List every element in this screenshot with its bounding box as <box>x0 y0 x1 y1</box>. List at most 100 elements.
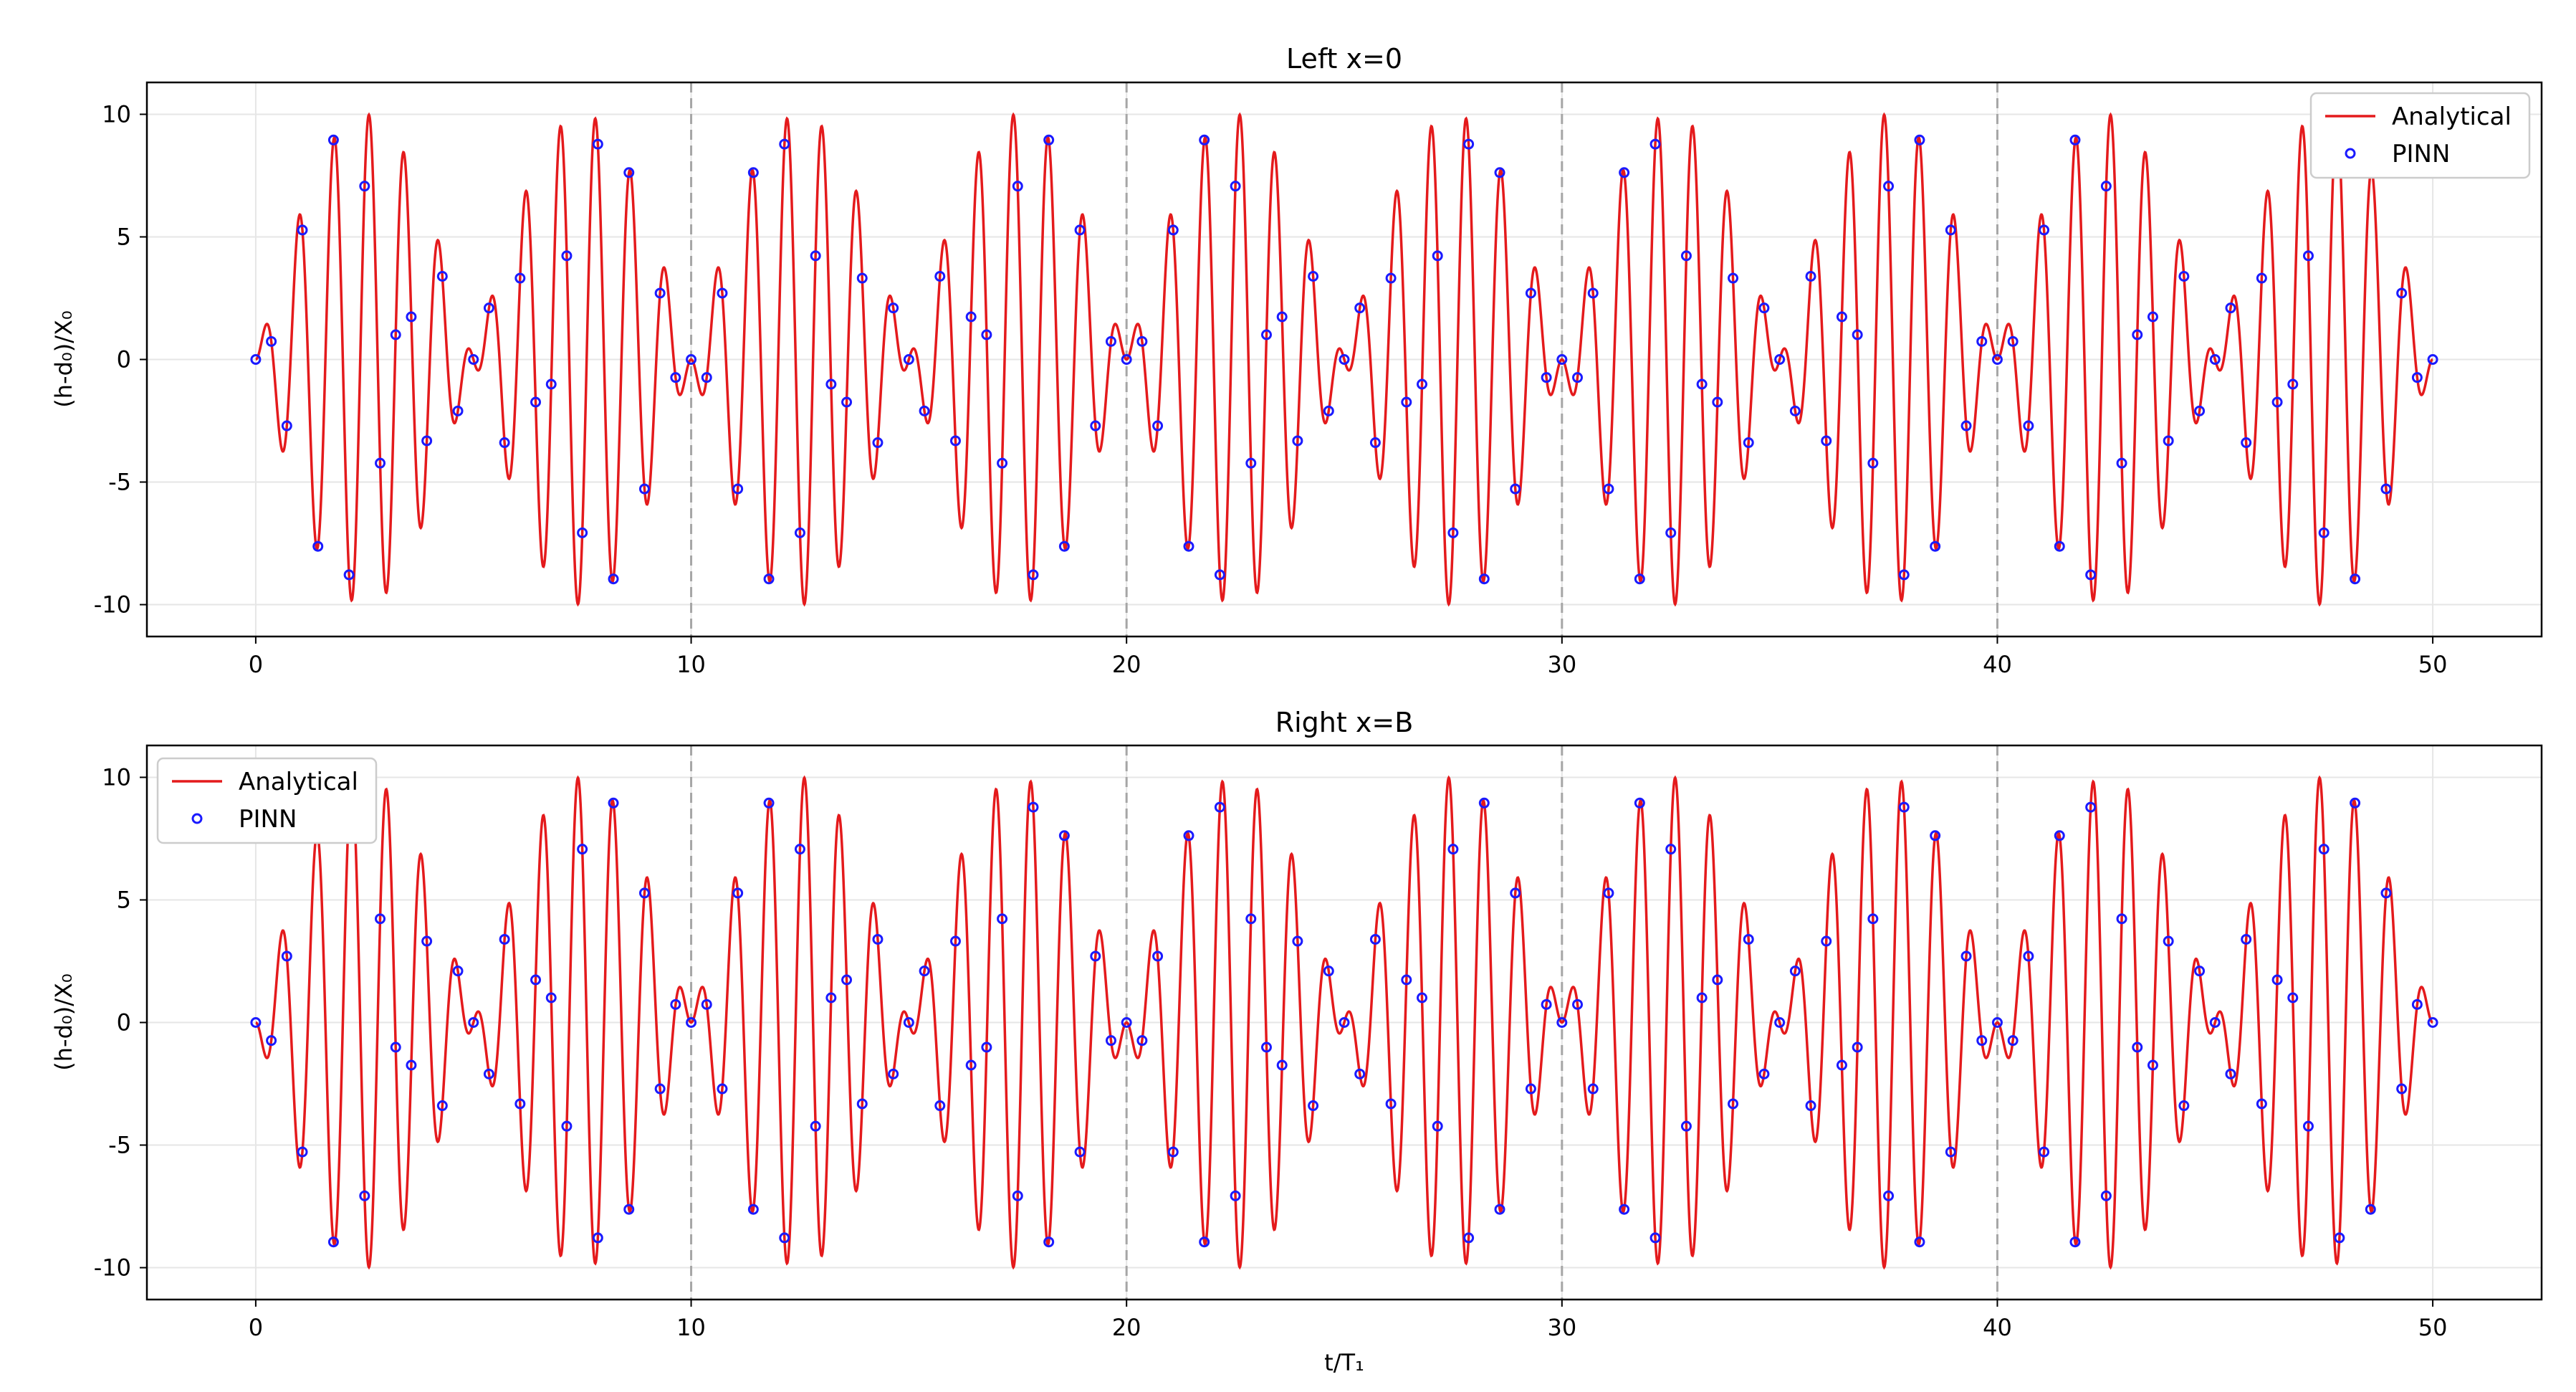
pinn-point <box>375 913 386 925</box>
pinn-point <box>545 992 557 1004</box>
pinn-point <box>1743 437 1754 449</box>
series-analytical-left <box>255 112 2433 607</box>
pinn-point <box>1945 224 1956 236</box>
pinn-point <box>2318 844 2330 855</box>
pinn-point <box>592 1232 603 1244</box>
pinn-point <box>2350 797 2361 809</box>
pinn-point <box>1525 1083 1536 1095</box>
y-tick-label: -5 <box>108 1132 131 1159</box>
pinn-point <box>483 302 494 314</box>
pinn-point <box>949 935 961 947</box>
pinn-point <box>1712 396 1723 408</box>
pinn-point <box>965 1059 977 1071</box>
series-analytical-right <box>255 775 2433 1270</box>
pinn-point <box>934 1100 946 1112</box>
pinn-point <box>1369 933 1381 945</box>
pinn-point <box>1634 573 1645 585</box>
pinn-point <box>2069 134 2081 146</box>
y-tick-label: -10 <box>94 1254 131 1282</box>
pinn-point <box>2194 405 2206 416</box>
pinn-point <box>1743 933 1754 945</box>
pinn-point <box>514 272 526 284</box>
pinn-point <box>406 311 417 323</box>
pinn-point <box>1214 801 1225 813</box>
x-tick-label: 30 <box>1547 1314 1576 1341</box>
pinn-point <box>2100 181 2112 192</box>
pinn-point <box>856 1098 868 1110</box>
pinn-point <box>452 966 464 977</box>
y-tick-label: -10 <box>94 591 131 619</box>
pinn-point <box>1572 998 1584 1010</box>
pinn-point <box>1478 797 1490 809</box>
pinn-point <box>406 1059 417 1071</box>
pinn-point <box>577 844 588 855</box>
pinn-point <box>1758 302 1770 314</box>
pinn-point <box>1090 950 1101 962</box>
pinn-point <box>1696 378 1708 390</box>
pinn-point <box>1852 1041 1863 1053</box>
pinn-point <box>1230 181 1241 192</box>
pinn-point <box>903 354 914 365</box>
pinn-point <box>1649 138 1661 150</box>
pinn-point <box>1634 797 1645 809</box>
pinn-point <box>1805 270 1816 282</box>
pinn-point <box>2178 270 2190 282</box>
pinn-point <box>1230 1190 1241 1201</box>
x-tick-label: 50 <box>2418 1314 2448 1341</box>
x-tick-label: 40 <box>1983 1314 2012 1341</box>
pinn-point <box>1183 830 1194 842</box>
pinn-point <box>2271 974 2283 986</box>
pinn-point <box>934 270 946 282</box>
pinn-point <box>1401 396 1412 408</box>
pinn-point <box>1603 887 1614 899</box>
pinn-point <box>1447 844 1459 855</box>
pinn-point <box>841 974 853 986</box>
pinn-point <box>2023 950 2034 962</box>
pinn-point <box>1728 272 1739 284</box>
pinn-point <box>1510 483 1521 495</box>
pinn-point <box>266 335 277 347</box>
pinn-point <box>359 181 370 192</box>
pinn-point <box>763 797 775 809</box>
pinn-point <box>1121 1017 1132 1028</box>
pinn-point <box>1308 270 1319 282</box>
pinn-point <box>1199 134 1210 146</box>
pinn-point <box>997 913 1008 925</box>
pinn-point <box>2302 250 2314 262</box>
x-tick-label: 10 <box>676 651 706 678</box>
pinn-point <box>1525 287 1536 299</box>
pinn-point <box>654 1083 666 1095</box>
pinn-point <box>1665 844 1677 855</box>
pinn-point <box>1836 311 1847 323</box>
pinn-point <box>1432 250 1443 262</box>
pinn-point <box>1649 1232 1661 1244</box>
pinn-point <box>825 992 837 1004</box>
pinn-point <box>888 302 899 314</box>
legend-pinn-swatch-left <box>2345 148 2356 159</box>
pinn-point <box>623 167 635 178</box>
pinn-point <box>1292 435 1303 447</box>
pinn-point <box>436 1100 448 1112</box>
pinn-point <box>919 966 930 977</box>
pinn-point <box>1323 405 1334 416</box>
pinn-point <box>1960 420 1972 432</box>
pinn-point <box>1603 483 1614 495</box>
x-tick-label: 30 <box>1547 651 1576 678</box>
pinn-point <box>250 1017 262 1028</box>
pinn-point <box>1867 913 1879 925</box>
pinn-point <box>2318 527 2330 538</box>
pinn-point <box>2256 272 2267 284</box>
pinn-point <box>2287 992 2299 1004</box>
pinn-point <box>1976 1035 1988 1047</box>
pinn-point <box>732 887 744 899</box>
pinn-point <box>2116 457 2127 469</box>
pinn-point <box>1976 335 1988 347</box>
pinn-point <box>1680 250 1692 262</box>
pinn-point <box>2396 287 2408 299</box>
pinn-point <box>1712 974 1723 986</box>
pinn-point <box>1401 974 1412 986</box>
pinn-point <box>2178 1100 2190 1112</box>
pinn-point <box>281 420 292 432</box>
pinn-point <box>1805 1100 1816 1112</box>
